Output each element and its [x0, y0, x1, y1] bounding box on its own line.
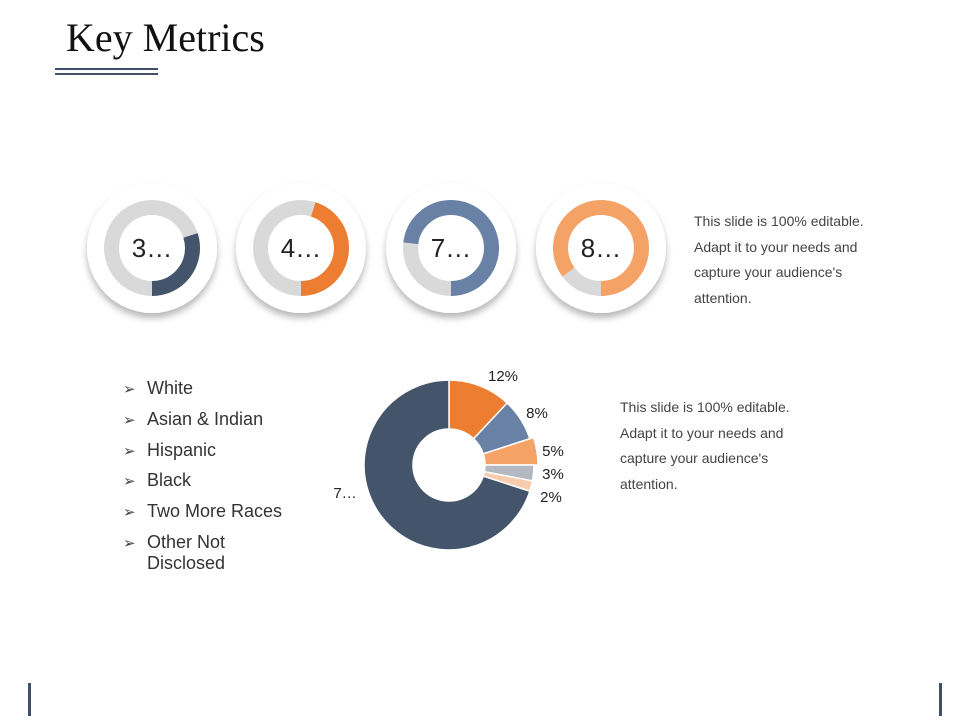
- pie-data-label: 8%: [526, 405, 548, 422]
- page-title: Key Metrics: [66, 15, 265, 60]
- legend-item: ➢ Black: [123, 470, 307, 491]
- arrow-bullet-icon: ➢: [123, 442, 136, 460]
- pie-slice: [363, 379, 531, 551]
- legend-item-label: Hispanic: [147, 439, 217, 460]
- legend-item-label: Two More Races: [147, 501, 283, 522]
- legend-list: ➢ White ➢ Asian & Indian ➢ Hispanic ➢ Black ➢ Two…: [123, 378, 307, 584]
- gauge-label: 8…: [581, 233, 621, 263]
- legend-item: ➢ Asian & Indian: [123, 409, 307, 430]
- description-bottom: This slide is 100% editable. Adapt it to…: [620, 399, 790, 492]
- arrow-bullet-icon: ➢: [123, 381, 136, 398]
- gauge-value-arc: [403, 200, 499, 296]
- corner-bar-right: [939, 683, 942, 716]
- gauge-label: 3…: [132, 233, 172, 263]
- corner-bar-left: [28, 683, 31, 716]
- arrow-bullet-icon: ➢: [123, 534, 136, 552]
- gauge-value-arc: [253, 200, 349, 296]
- gauge-value-arc: [104, 200, 200, 296]
- gauge-3: 7…: [386, 183, 516, 313]
- legend-item-label: Other Not Disclosed: [147, 531, 226, 573]
- legend-item-label: White: [147, 378, 194, 398]
- pie-data-label: 5%: [542, 443, 564, 460]
- pie-data-label: 3%: [542, 466, 564, 483]
- arrow-bullet-icon: ➢: [123, 504, 136, 522]
- legend-item: ➢ Other Not Disclosed: [123, 532, 307, 574]
- arrow-bullet-icon: ➢: [123, 473, 136, 491]
- title-underline-top: [55, 68, 158, 70]
- gauge-value-arc: [553, 200, 649, 296]
- legend-item-label: Black: [147, 470, 192, 491]
- gauge-2: 4…: [236, 183, 366, 313]
- gauge-1: 3…: [87, 183, 217, 313]
- legend-item: ➢ Hispanic: [123, 440, 307, 461]
- legend-item: ➢ White: [123, 378, 307, 399]
- pie-data-label: 7…: [333, 485, 356, 502]
- pie-data-label: 12%: [488, 368, 518, 385]
- pie-data-label: 2%: [540, 489, 562, 506]
- description-top: This slide is 100% editable. Adapt it to…: [694, 213, 864, 306]
- title-underline-bottom: [55, 73, 158, 75]
- gauge-label: 4…: [281, 233, 321, 263]
- gauge-4: 8…: [536, 183, 666, 313]
- gauge-label: 7…: [431, 233, 471, 263]
- legend-item-label: Asian & Indian: [147, 408, 264, 429]
- arrow-bullet-icon: ➢: [123, 411, 136, 429]
- legend-item: ➢ Two More Races: [123, 501, 307, 522]
